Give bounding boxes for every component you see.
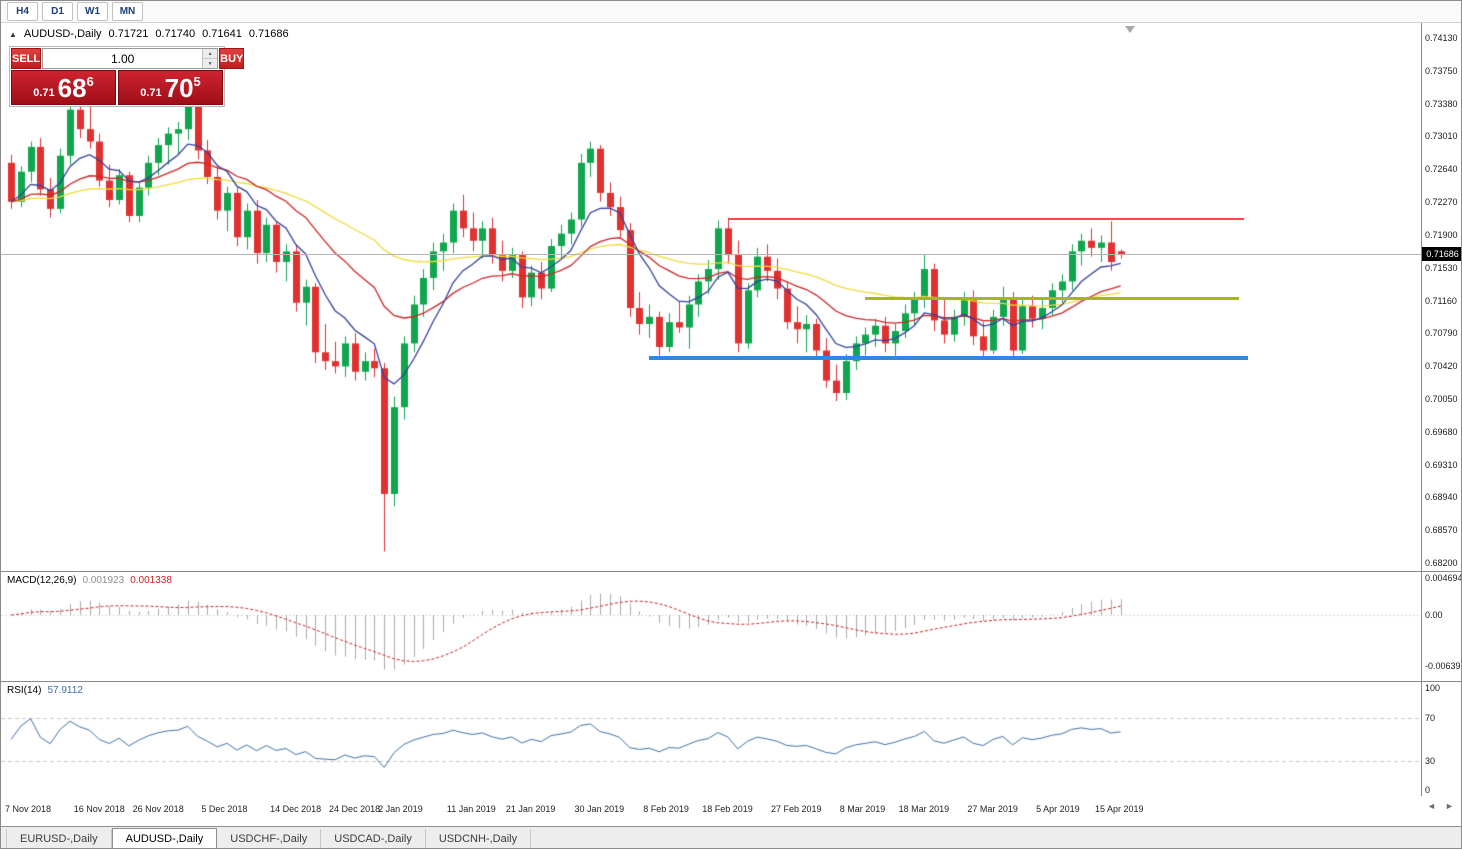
macd-axis-zero: 0.00 [1425, 610, 1443, 620]
rsi-pane [1, 681, 1421, 796]
date-axis-label: 15 Apr 2019 [1095, 804, 1144, 814]
date-axis-label: 18 Feb 2019 [702, 804, 753, 814]
one-click-trading-panel: SELL ▲ ▼ BUY 0.71 68 6 0.71 70 5 [9, 46, 245, 107]
date-axis-label: 2 Jan 2019 [378, 804, 423, 814]
date-axis-label: 27 Feb 2019 [770, 804, 822, 814]
price-axis-label: 0.72270 [1425, 197, 1458, 208]
chart-ohlc-header: ▲ AUDUSD-,Daily 0.71721 0.71740 0.71641 … [9, 28, 289, 40]
rsi-axis-70: 70 [1425, 713, 1436, 723]
chart-shift-marker-icon[interactable] [1125, 26, 1135, 33]
tab-usdcnh-daily[interactable]: USDCNH-,Daily [426, 829, 532, 848]
price-axis-label: 0.73010 [1425, 131, 1458, 142]
volume-input[interactable] [43, 49, 203, 68]
current-price-line [1, 254, 1421, 255]
date-axis-label: 30 Jan 2019 [574, 804, 625, 814]
buy-price-pip: 5 [193, 74, 201, 89]
price-axis-label: 0.69680 [1425, 426, 1458, 437]
macd-axis-max: 0.004694 [1425, 573, 1462, 583]
date-axis-label: 8 Mar 2019 [839, 804, 886, 814]
date-axis-label: 16 Nov 2018 [73, 804, 125, 814]
rsi-title: RSI(14) [7, 685, 42, 696]
ohlc-open: 0.71721 [108, 28, 149, 40]
date-axis-label: 8 Feb 2019 [643, 804, 689, 814]
sell-price-pip: 6 [86, 74, 94, 89]
sell-price-prefix: 0.71 [33, 87, 55, 99]
timeframe-button-h4[interactable]: H4 [7, 2, 38, 21]
date-axis-label: 27 Mar 2019 [967, 804, 1018, 814]
macd-title-row: MACD(12,26,9) 0.001923 0.001338 [7, 575, 172, 586]
ohlc-high: 0.71740 [155, 28, 196, 40]
ohlc-close: 0.71686 [248, 28, 289, 40]
price-axis-label: 0.70790 [1425, 328, 1458, 339]
trade-panel-collapse-icon[interactable]: ▲ [9, 29, 17, 39]
sell-price-big: 68 [57, 72, 87, 103]
sell-price-button[interactable]: 0.71 68 6 [11, 70, 116, 105]
date-axis-label: 11 Jan 2019 [446, 804, 496, 814]
macd-pane-separator[interactable] [1, 571, 1461, 572]
current-price-badge: 0.71686 [1422, 247, 1461, 261]
tab-audusd-daily[interactable]: AUDUSD-,Daily [111, 828, 218, 848]
tab-eurusd-daily[interactable]: EURUSD-,Daily [6, 829, 112, 848]
tab-usdchf-daily[interactable]: USDCHF-,Daily [217, 829, 322, 848]
buy-button[interactable]: BUY [219, 48, 245, 69]
tab-usdcad-daily[interactable]: USDCAD-,Daily [321, 829, 426, 848]
rsi-axis-100: 100 [1425, 683, 1441, 693]
price-axis-label: 0.73750 [1425, 65, 1458, 76]
rsi-axis-0: 0 [1425, 785, 1431, 795]
sell-button[interactable]: SELL [11, 48, 42, 69]
price-axis-label: 0.71530 [1425, 262, 1458, 273]
chart-tab-bar: EURUSD-,Daily AUDUSD-,Daily USDCHF-,Dail… [1, 826, 1461, 848]
timeframe-toolbar: H4 D1 W1 MN [1, 1, 1461, 23]
support-line-olive[interactable] [865, 296, 1239, 300]
volume-down-icon[interactable]: ▼ [203, 59, 218, 68]
price-axis-label: 0.73380 [1425, 98, 1458, 109]
date-axis-label: 24 Dec 2018 [329, 804, 381, 814]
macd-axis-min: -0.00639 [1425, 661, 1461, 671]
date-axis-label: 5 Dec 2018 [201, 804, 248, 814]
rsi-value: 57.9112 [47, 685, 83, 696]
date-axis: ◄ ► 7 Nov 2018 16 Nov 2018 26 Nov 2018 5 De… [1, 796, 1461, 826]
buy-price-prefix: 0.71 [140, 87, 162, 99]
price-axis-separator [1421, 23, 1422, 826]
scroll-right-button[interactable]: ► [1445, 801, 1454, 811]
timeframe-button-mn[interactable]: MN [112, 2, 143, 21]
rsi-title-row: RSI(14) 57.9112 [7, 685, 83, 696]
macd-canvas[interactable] [1, 571, 1421, 681]
price-axis-label: 0.71160 [1425, 295, 1457, 306]
scroll-left-button[interactable]: ◄ [1427, 801, 1436, 811]
price-axis-label: 0.68940 [1425, 492, 1458, 503]
rsi-pane-separator[interactable] [1, 681, 1461, 682]
date-axis-label: 5 Apr 2019 [1036, 804, 1080, 814]
date-axis-label: 7 Nov 2018 [5, 804, 52, 814]
date-axis-label: 14 Dec 2018 [270, 804, 322, 814]
rsi-canvas[interactable] [1, 681, 1421, 796]
volume-box: ▲ ▼ [42, 48, 219, 69]
timeframe-button-d1[interactable]: D1 [42, 2, 73, 21]
ohlc-low: 0.71641 [202, 28, 242, 40]
price-axis-label: 0.68570 [1425, 525, 1458, 536]
rsi-axis-30: 30 [1425, 756, 1436, 766]
support-line-blue[interactable] [649, 355, 1248, 360]
resistance-line-red[interactable] [727, 217, 1244, 220]
buy-price-big: 70 [164, 72, 194, 103]
price-axis-label: 0.68200 [1425, 558, 1458, 568]
price-axis-label: 0.70050 [1425, 393, 1458, 404]
price-axis-label: 0.69310 [1425, 459, 1458, 470]
price-axis-label: 0.72640 [1425, 164, 1458, 175]
date-axis-label: 21 Jan 2019 [505, 804, 556, 814]
macd-title: MACD(12,26,9) [7, 575, 77, 586]
macd-main-value: 0.001923 [82, 575, 125, 586]
price-axis-label: 0.71900 [1425, 229, 1458, 240]
price-axis-label: 0.74130 [1425, 33, 1458, 43]
chart-symbol-label: AUDUSD-,Daily [23, 28, 102, 40]
price-axis-label: 0.70420 [1425, 361, 1458, 372]
macd-signal-value: 0.001338 [130, 575, 172, 586]
date-axis-label: 18 Mar 2019 [898, 804, 950, 814]
buy-price-button[interactable]: 0.71 70 5 [118, 70, 223, 105]
macd-pane [1, 571, 1421, 681]
date-axis-label: 26 Nov 2018 [132, 804, 184, 814]
timeframe-button-w1[interactable]: W1 [77, 2, 108, 21]
volume-up-icon[interactable]: ▲ [203, 49, 218, 59]
